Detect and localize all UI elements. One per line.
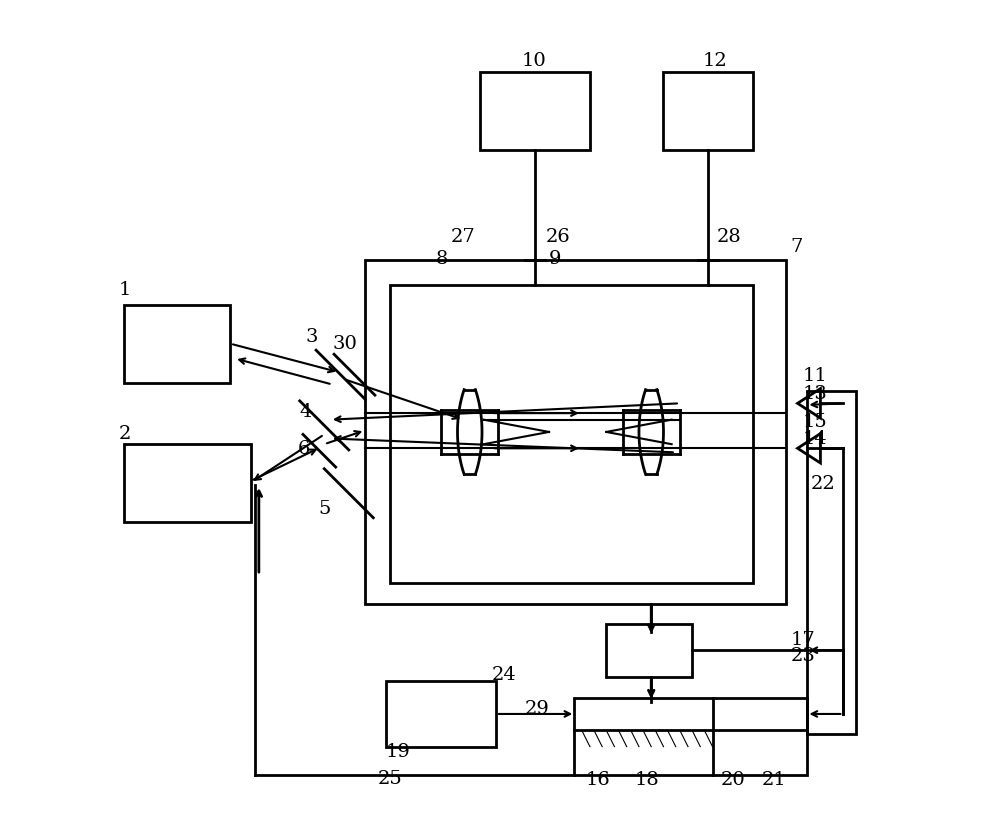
Bar [807, 391, 856, 734]
Text: 3: 3 [305, 328, 318, 346]
Text: 18: 18 [635, 771, 660, 789]
Text: 16: 16 [586, 771, 611, 789]
Text: 20: 20 [721, 771, 745, 789]
Text: 27: 27 [451, 228, 476, 246]
Bar [365, 260, 786, 603]
Text: 26: 26 [546, 228, 571, 246]
Text: 12: 12 [703, 52, 727, 70]
Text: 4: 4 [300, 403, 312, 421]
Text: 25: 25 [377, 770, 402, 788]
Bar [386, 681, 496, 746]
Text: 13: 13 [802, 385, 827, 403]
Text: 11: 11 [802, 367, 827, 385]
Text: 5: 5 [319, 500, 331, 518]
Text: 22: 22 [811, 475, 835, 493]
Text: 19: 19 [386, 743, 410, 761]
Bar [480, 72, 590, 150]
Text: 17: 17 [790, 630, 815, 649]
Text: 23: 23 [790, 647, 815, 665]
Bar [390, 285, 753, 584]
Text: 6: 6 [297, 440, 310, 458]
Polygon shape [798, 434, 820, 463]
Text: 2: 2 [118, 425, 131, 443]
Text: 1: 1 [118, 281, 131, 299]
Text: 15: 15 [802, 413, 827, 431]
Text: 10: 10 [522, 52, 547, 70]
Text: 29: 29 [525, 700, 549, 718]
Text: 7: 7 [790, 238, 803, 256]
Text: 30: 30 [332, 335, 357, 352]
Text: 14: 14 [802, 430, 827, 449]
Bar [124, 444, 251, 522]
Bar [663, 72, 753, 150]
Bar [124, 305, 230, 383]
Bar [574, 698, 807, 775]
Text: 8: 8 [436, 249, 449, 267]
Polygon shape [798, 388, 820, 418]
Text: 21: 21 [762, 771, 786, 789]
Text: 24: 24 [492, 666, 517, 684]
Bar [606, 624, 692, 677]
Text: 28: 28 [717, 228, 741, 246]
Text: 9: 9 [549, 249, 562, 267]
